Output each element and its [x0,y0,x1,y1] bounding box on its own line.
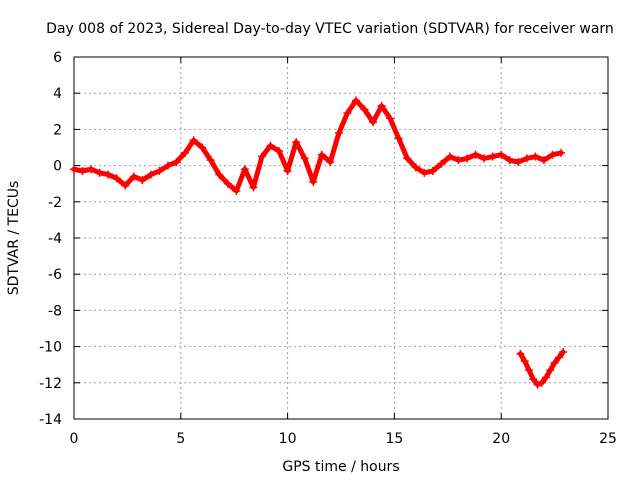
data-point [539,156,548,165]
x-axis-label: GPS time / hours [282,459,399,475]
data-point [138,176,147,185]
data-point [95,168,104,177]
y-tick-label: -14 [39,412,62,428]
data-point [520,357,529,366]
x-tick-label: 10 [279,431,297,447]
data-point [163,161,172,170]
x-tick-label: 25 [599,431,617,447]
data-point [104,170,113,179]
series-main [70,96,566,195]
data-point [326,157,335,166]
x-tick-label: 20 [492,431,510,447]
data-point [198,143,207,152]
data-point [257,152,266,161]
data-point [497,150,506,159]
data-point [78,167,87,176]
data-point [146,170,155,179]
data-point [343,109,352,118]
data-point [283,167,292,176]
data-point [394,134,403,143]
data-point [189,136,198,145]
y-tick-label: -12 [39,376,62,392]
data-point [554,353,563,362]
data-point [557,148,566,157]
data-point [411,163,420,172]
y-tick-label: -10 [39,340,62,356]
data-point [529,375,538,384]
data-point [437,159,446,168]
data-point [445,152,454,161]
y-tick-label: -6 [48,267,62,283]
x-tick-labels: 0 5 10 15 20 25 [70,431,617,447]
data-point [240,165,249,174]
y-tick-labels: 6 4 2 0 -2 -4 -6 -8 -10 -12 -14 [39,50,62,428]
data-point [488,152,497,161]
data-point [420,168,429,177]
data-point [531,152,540,161]
data-point [377,101,386,110]
data-point [454,156,463,165]
data-point [309,177,318,186]
data-point [369,118,378,127]
data-point [533,380,542,389]
data-point [112,174,121,183]
grid [74,57,608,419]
data-point [360,105,369,114]
y-tick-label: -4 [48,231,62,247]
data-point [403,154,412,163]
y-tick-label: 6 [53,50,62,66]
y-tick-label: -8 [48,303,62,319]
data-point [215,170,224,179]
data-point [223,179,232,188]
data-point [249,183,258,192]
x-tick-label: 15 [385,431,403,447]
y-tick-label: 2 [53,122,62,138]
x-tick-label: 5 [176,431,185,447]
data-point [300,154,309,163]
y-tick-label: 0 [53,159,62,175]
data-point [542,373,551,382]
data-point [514,157,523,166]
data-point [505,156,514,165]
data-point [463,154,472,163]
data-point [292,138,301,147]
data-point [386,114,395,123]
y-tick-label: -2 [48,195,62,211]
data-point [550,358,559,367]
data-point [428,167,437,176]
axis-ticks [73,56,609,420]
data-point [70,165,78,174]
data-point [275,147,284,156]
data-point [351,96,360,105]
data-point [516,349,525,358]
data-point [471,150,480,159]
chart-title: Day 008 of 2023, Sidereal Day-to-day VTE… [46,21,614,37]
series-line [71,97,564,194]
data-point [524,366,533,375]
data-point [546,366,555,375]
data-point [172,157,181,166]
data-point [334,129,343,138]
data-point [480,154,489,163]
data-point [522,154,531,163]
data-point [266,141,275,150]
data-point [537,378,546,387]
data-points [70,96,568,389]
data-point [129,172,138,181]
data-point [206,156,215,165]
series-late [516,348,568,389]
data-point [548,150,557,159]
x-tick-label: 0 [70,431,79,447]
data-point [232,186,241,195]
data-point [87,165,96,174]
data-point [559,348,568,357]
data-point [121,181,130,190]
data-point [181,148,190,157]
y-tick-label: 4 [53,86,62,102]
y-axis-label: SDTVAR / TECUs [6,181,22,296]
data-point [155,167,164,176]
data-point [317,150,326,159]
